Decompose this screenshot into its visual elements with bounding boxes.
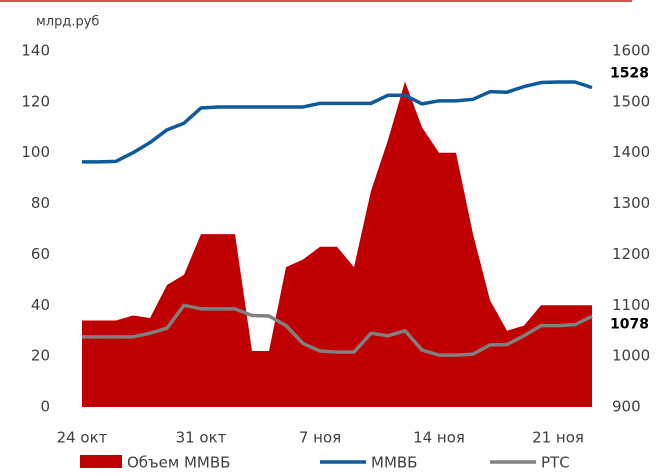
x-tick-label: 24 окт (57, 429, 108, 447)
y2-tick-label: 1600 (612, 42, 650, 60)
y2-tick-label: 1500 (612, 92, 650, 110)
y-tick-label: 60 (31, 245, 50, 263)
area (82, 81, 592, 407)
line (82, 303, 593, 357)
y-tick-label: 140 (21, 42, 50, 60)
end-label: 1528 (610, 66, 649, 82)
legend-label: РТС (541, 454, 570, 472)
y2-tick-label: 1200 (612, 245, 650, 263)
axis-label: млрд.руб (36, 15, 99, 30)
y2-tick-label: 1100 (612, 296, 650, 314)
y-tick-label: 20 (31, 347, 50, 365)
y2-tick-label: 900 (612, 398, 641, 416)
y-tick-label: 0 (40, 398, 50, 416)
end-label: 1078 (610, 316, 649, 332)
y-tick-label: 120 (21, 92, 50, 110)
legend-label: ММВБ (371, 454, 417, 472)
y-tick-label: 100 (21, 143, 50, 161)
legend-swatch (80, 455, 122, 468)
line (82, 80, 593, 164)
x-tick-label: 31 окт (176, 429, 227, 447)
y2-tick-label: 1400 (612, 143, 650, 161)
y2-tick-label: 1300 (612, 194, 650, 212)
x-tick-label: 7 ноя (299, 429, 341, 447)
legend-label: Объем ММВБ (127, 454, 230, 472)
y-tick-label: 40 (31, 296, 50, 314)
y2-tick-label: 1000 (612, 347, 650, 365)
y-tick-label: 80 (31, 194, 50, 212)
x-tick-label: 14 ноя (413, 429, 465, 447)
x-tick-label: 21 ноя (532, 429, 584, 447)
